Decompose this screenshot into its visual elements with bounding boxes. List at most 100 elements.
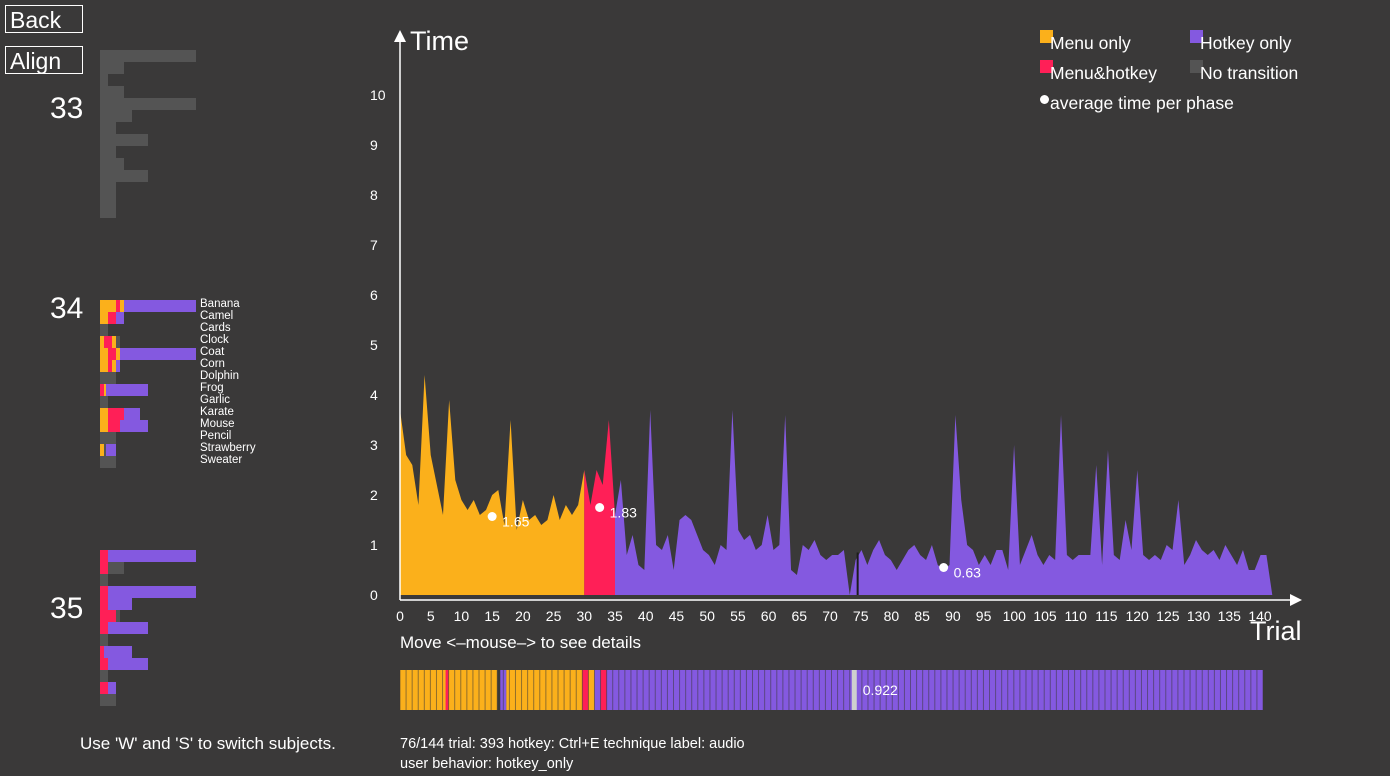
x-tick-label: 55 xyxy=(730,608,746,624)
average-dot xyxy=(487,512,497,521)
strip-value-label: 0.922 xyxy=(863,682,898,698)
overview-segment-hotkey-only xyxy=(116,360,120,372)
overview-row-label: Strawberry xyxy=(200,442,256,454)
strip-segment-menu-only xyxy=(588,670,595,710)
x-axis-arrow xyxy=(1290,594,1302,606)
legend-menu-hotkey-swatch xyxy=(1040,60,1053,73)
overview-segment-no-transition xyxy=(100,146,116,158)
overview-segment-hotkey-only xyxy=(120,348,196,360)
y-tick-label: 2 xyxy=(370,487,378,503)
overview-segment-no-transition xyxy=(116,336,120,348)
legend-hotkey-only: Hotkey only xyxy=(1200,33,1292,53)
overview-segment-no-transition xyxy=(104,444,106,456)
y-tick-label: 10 xyxy=(370,87,386,103)
y-tick-label: 4 xyxy=(370,387,378,403)
overview-segment-menu-only xyxy=(100,420,108,432)
strip-segment-menu-hotkey xyxy=(445,670,449,710)
overview-segment-no-transition xyxy=(100,50,196,62)
x-tick-label: 45 xyxy=(669,608,685,624)
overview-segment-menu-only xyxy=(100,312,108,324)
overview-segment-hotkey-only xyxy=(124,300,196,312)
overview-segment-no-transition xyxy=(100,86,124,98)
overview-segment-no-transition xyxy=(100,372,116,384)
y-tick-label: 9 xyxy=(370,137,378,153)
x-tick-label: 40 xyxy=(638,608,654,624)
overview-segment-no-transition xyxy=(100,324,108,336)
strip-segment-menu-hotkey xyxy=(582,670,589,710)
strip-segment-menu-only xyxy=(506,670,583,710)
overview-segment-menu-hotkey xyxy=(100,658,108,670)
average-dot xyxy=(595,503,605,512)
align-button[interactable]: Align xyxy=(5,46,83,74)
overview-segment-no-transition xyxy=(100,134,148,146)
switch-subject-hint: Use 'W' and 'S' to switch subjects. xyxy=(80,734,336,753)
average-label: 1.83 xyxy=(610,505,637,521)
overview-row-label: Sweater xyxy=(200,454,243,466)
back-button[interactable]: Back xyxy=(5,5,83,33)
overview-segment-menu-only xyxy=(116,348,120,360)
overview-segment-hotkey-only xyxy=(120,420,148,432)
overview-segment-menu-hotkey xyxy=(104,336,112,348)
overview-segment-menu-hotkey xyxy=(108,408,124,420)
y-tick-label: 8 xyxy=(370,187,378,203)
overview-row-label: Clock xyxy=(200,334,229,346)
overview-segment-menu-hotkey xyxy=(100,646,104,658)
overview-segment-menu-only xyxy=(100,444,104,456)
overview-segment-no-transition xyxy=(100,396,108,408)
x-tick-label: 100 xyxy=(1003,608,1027,624)
legend-average: average time per phase xyxy=(1050,93,1234,113)
average-label: 1.65 xyxy=(502,514,529,530)
overview-segment-hotkey-only xyxy=(108,550,196,562)
overview-segment-menu-only xyxy=(100,360,108,372)
move-mouse-hint: Move <–mouse–> to see details xyxy=(400,633,641,652)
overview-segment-no-transition xyxy=(100,98,196,110)
overview-segment-no-transition xyxy=(100,158,124,170)
x-tick-label: 5 xyxy=(427,608,435,624)
overview-segment-menu-hotkey xyxy=(108,360,112,372)
overview-segment-menu-only xyxy=(100,348,108,360)
x-tick-label: 50 xyxy=(699,608,715,624)
overview-segment-hotkey-only xyxy=(106,444,116,456)
x-tick-label: 10 xyxy=(454,608,470,624)
user-behavior-status: user behavior: hotkey_only xyxy=(400,756,574,772)
y-tick-label: 0 xyxy=(370,587,378,603)
overview-segment-no-transition xyxy=(100,62,124,74)
x-tick-label: 105 xyxy=(1033,608,1057,624)
x-tick-label: 20 xyxy=(515,608,531,624)
x-tick-label: 140 xyxy=(1248,608,1272,624)
overview-row-label: Karate xyxy=(200,406,234,418)
x-tick-label: 65 xyxy=(791,608,807,624)
overview-row-label: Camel xyxy=(200,310,234,322)
legend-no-transition-swatch xyxy=(1190,60,1203,73)
x-tick-label: 115 xyxy=(1095,608,1118,624)
overview-segment-menu-hotkey xyxy=(116,300,120,312)
x-tick-label: 30 xyxy=(576,608,592,624)
overview-segment-menu-only xyxy=(104,384,106,396)
x-tick-label: 90 xyxy=(945,608,961,624)
overview-segment-hotkey-only xyxy=(124,408,140,420)
overview-segment-no-transition xyxy=(100,74,108,86)
x-tick-label: 120 xyxy=(1125,608,1149,624)
overview-segment-no-transition xyxy=(100,182,116,194)
overview-segment-hotkey-only xyxy=(108,682,116,694)
x-tick-label: 35 xyxy=(607,608,623,624)
average-label: 0.63 xyxy=(954,565,981,581)
overview-segment-menu-only xyxy=(100,300,116,312)
x-tick-label: 135 xyxy=(1218,608,1242,624)
overview-row-label: Frog xyxy=(200,382,224,394)
overview-segment-menu-hotkey xyxy=(108,348,116,360)
x-tick-label: 60 xyxy=(761,608,777,624)
overview-segment-menu-hotkey xyxy=(100,598,108,610)
overview-segment-menu-hotkey xyxy=(100,384,104,396)
y-tick-label: 5 xyxy=(370,337,378,353)
overview-segment-hotkey-only xyxy=(108,658,148,670)
y-axis-label: Time xyxy=(410,26,469,56)
overview-segment-menu-hotkey xyxy=(100,586,108,598)
overview-segment-menu-hotkey xyxy=(100,622,108,634)
overview-segment-no-transition xyxy=(100,170,148,182)
x-tick-label: 80 xyxy=(884,608,900,624)
overview-row-label: Dolphin xyxy=(200,370,239,382)
overview-row-label: Cards xyxy=(200,322,231,334)
area-menu-only xyxy=(400,375,585,595)
